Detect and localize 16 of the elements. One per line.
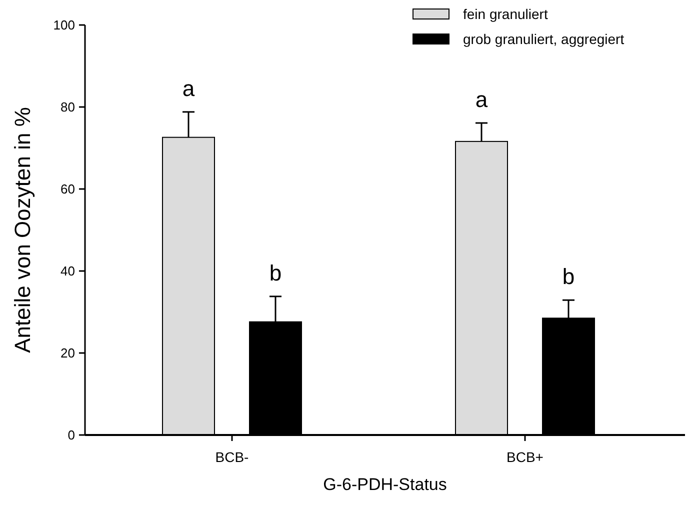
y-tick-label: 60 <box>60 182 75 197</box>
y-tick-label: 100 <box>53 18 75 33</box>
x-tick-label: BCB+ <box>506 449 544 465</box>
y-tick-label: 80 <box>60 100 75 115</box>
x-axis-title: G-6-PDH-Status <box>323 475 447 494</box>
legend-label: grob granuliert, aggregiert <box>463 30 624 47</box>
y-tick-label: 40 <box>60 264 75 279</box>
legend-label: fein granuliert <box>463 6 548 22</box>
data-label: b <box>562 264 575 290</box>
y-tick-label: 20 <box>60 346 75 361</box>
data-label: a <box>475 86 488 112</box>
data-label: b <box>269 260 282 286</box>
y-tick-label: 0 <box>68 428 75 443</box>
y-axis-title: Anteile von Oozyten in % <box>10 107 35 353</box>
x-tick-label: BCB- <box>215 449 250 465</box>
data-label: a <box>182 76 196 101</box>
